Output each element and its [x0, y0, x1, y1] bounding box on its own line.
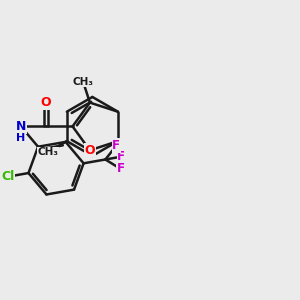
- Text: Cl: Cl: [2, 170, 15, 183]
- Text: F: F: [116, 162, 124, 175]
- Text: H: H: [16, 133, 26, 142]
- Text: N: N: [16, 120, 26, 133]
- Text: CH₃: CH₃: [37, 147, 58, 157]
- Text: F: F: [112, 139, 120, 152]
- Text: CH₃: CH₃: [73, 76, 94, 87]
- Text: O: O: [41, 96, 51, 110]
- Text: O: O: [85, 144, 95, 157]
- Text: F: F: [117, 150, 125, 163]
